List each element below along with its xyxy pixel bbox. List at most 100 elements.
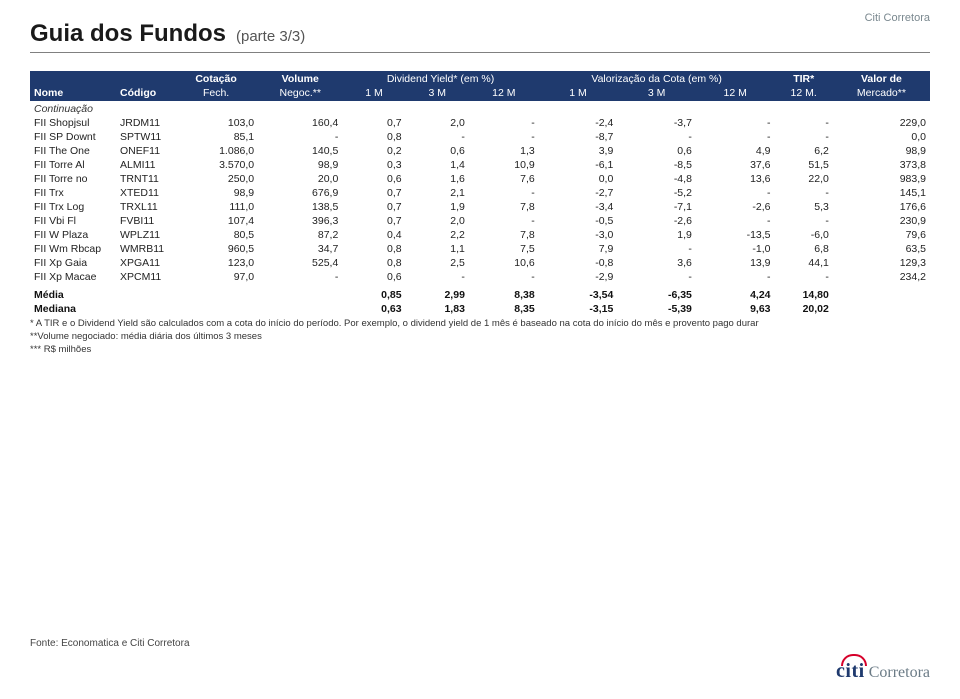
- summary-d12: 8,38: [469, 288, 539, 302]
- cell-v12: -: [696, 186, 775, 200]
- cell-v1: -2,7: [539, 186, 618, 200]
- cell-vol: 20,0: [258, 172, 342, 186]
- cell-cot: 960,5: [174, 242, 258, 256]
- cell-vol: 160,4: [258, 116, 342, 130]
- cell-v1: -3,4: [539, 200, 618, 214]
- source-line: Fonte: Economatica e Citi Corretora: [30, 638, 190, 649]
- cell-vol: 138,5: [258, 200, 342, 214]
- col-v3: 3 M: [617, 87, 696, 101]
- cell-tir: 5,3: [775, 200, 833, 214]
- cell-tir: 22,0: [775, 172, 833, 186]
- cell-mkt: 98,9: [833, 144, 930, 158]
- summary-d3: 2,99: [406, 288, 469, 302]
- cell-d12: -: [469, 186, 539, 200]
- cell-codigo: XPCM11: [116, 270, 174, 284]
- summary-v1: -3,54: [539, 288, 618, 302]
- cell-mkt: 176,6: [833, 200, 930, 214]
- table-row: FII The OneONEF111.086,0140,50,20,61,33,…: [30, 144, 930, 158]
- cell-vol: -: [258, 130, 342, 144]
- cell-cot: 98,9: [174, 186, 258, 200]
- col-cotacao-top: Cotação: [174, 71, 258, 87]
- cell-tir: -: [775, 214, 833, 228]
- cell-v12: -1,0: [696, 242, 775, 256]
- cell-d3: 0,6: [406, 144, 469, 158]
- cell-cot: 250,0: [174, 172, 258, 186]
- cell-v3: 1,9: [617, 228, 696, 242]
- cell-v1: 7,9: [539, 242, 618, 256]
- cell-codigo: JRDM11: [116, 116, 174, 130]
- summary-v3: -6,35: [617, 288, 696, 302]
- cell-vol: 140,5: [258, 144, 342, 158]
- cell-d12: 7,8: [469, 200, 539, 214]
- cell-codigo: TRXL11: [116, 200, 174, 214]
- cell-codigo: XPGA11: [116, 256, 174, 270]
- cell-v3: -3,7: [617, 116, 696, 130]
- cell-vol: 98,9: [258, 158, 342, 172]
- cell-d1: 0,7: [342, 200, 405, 214]
- col-fech: Fech.: [174, 87, 258, 101]
- cell-d3: -: [406, 270, 469, 284]
- cell-d1: 0,6: [342, 172, 405, 186]
- cell-cot: 3.570,0: [174, 158, 258, 172]
- table-row: FII SP DowntSPTW1185,1-0,8---8,7---0,0: [30, 130, 930, 144]
- cell-tir: 44,1: [775, 256, 833, 270]
- cell-tir: 6,8: [775, 242, 833, 256]
- footnotes: * A TIR e o Dividend Yield são calculado…: [30, 318, 930, 356]
- cell-cot: 85,1: [174, 130, 258, 144]
- cell-d1: 0,7: [342, 214, 405, 228]
- cell-v3: -: [617, 242, 696, 256]
- cell-d3: 2,0: [406, 214, 469, 228]
- cell-v1: -8,7: [539, 130, 618, 144]
- cell-nome: FII Shopjsul: [30, 116, 116, 130]
- citi-logo: citi: [836, 660, 865, 683]
- cell-mkt: 79,6: [833, 228, 930, 242]
- cell-v3: -4,8: [617, 172, 696, 186]
- brand-bottom: citi Corretora: [836, 660, 930, 683]
- summary-v12: 9,63: [696, 302, 775, 316]
- col-volume-top: Volume: [258, 71, 342, 87]
- cell-tir: -: [775, 270, 833, 284]
- cell-v1: -6,1: [539, 158, 618, 172]
- cell-nome: FII SP Downt: [30, 130, 116, 144]
- cell-mkt: 229,0: [833, 116, 930, 130]
- cell-tir: -: [775, 116, 833, 130]
- table-row: FII Vbi FlFVBI11107,4396,30,72,0--0,5-2,…: [30, 214, 930, 228]
- cell-codigo: FVBI11: [116, 214, 174, 228]
- continuation-label: Continuação: [30, 101, 930, 116]
- cell-mkt: 145,1: [833, 186, 930, 200]
- cell-d12: 7,6: [469, 172, 539, 186]
- cell-v3: -7,1: [617, 200, 696, 214]
- col-d1: 1 M: [342, 87, 405, 101]
- cell-codigo: WPLZ11: [116, 228, 174, 242]
- col-tir-top: TIR*: [775, 71, 833, 87]
- cell-v12: -: [696, 270, 775, 284]
- cell-d1: 0,7: [342, 186, 405, 200]
- col-negoc: Negoc.**: [258, 87, 342, 101]
- cell-mkt: 129,3: [833, 256, 930, 270]
- cell-mkt: 230,9: [833, 214, 930, 228]
- cell-d12: 1,3: [469, 144, 539, 158]
- col-mercado: Mercado**: [833, 87, 930, 101]
- cell-d12: 10,9: [469, 158, 539, 172]
- cell-d1: 0,8: [342, 242, 405, 256]
- cell-v12: -13,5: [696, 228, 775, 242]
- table-row: FII Xp MacaeXPCM1197,0-0,6---2,9---234,2: [30, 270, 930, 284]
- cell-vol: 396,3: [258, 214, 342, 228]
- summary-v1: -3,15: [539, 302, 618, 316]
- cell-mkt: 63,5: [833, 242, 930, 256]
- cell-d3: 2,1: [406, 186, 469, 200]
- cell-d3: -: [406, 130, 469, 144]
- summary-tir: 20,02: [775, 302, 833, 316]
- cell-mkt: 983,9: [833, 172, 930, 186]
- table-row: FII Trx LogTRXL11111,0138,50,71,97,8-3,4…: [30, 200, 930, 214]
- cell-mkt: 234,2: [833, 270, 930, 284]
- cell-v1: -2,9: [539, 270, 618, 284]
- cell-d1: 0,2: [342, 144, 405, 158]
- cell-v1: -0,5: [539, 214, 618, 228]
- cell-v3: -: [617, 270, 696, 284]
- summary-v12: 4,24: [696, 288, 775, 302]
- cell-d1: 0,8: [342, 130, 405, 144]
- cell-d1: 0,6: [342, 270, 405, 284]
- cell-nome: FII Xp Gaia: [30, 256, 116, 270]
- cell-v3: -2,6: [617, 214, 696, 228]
